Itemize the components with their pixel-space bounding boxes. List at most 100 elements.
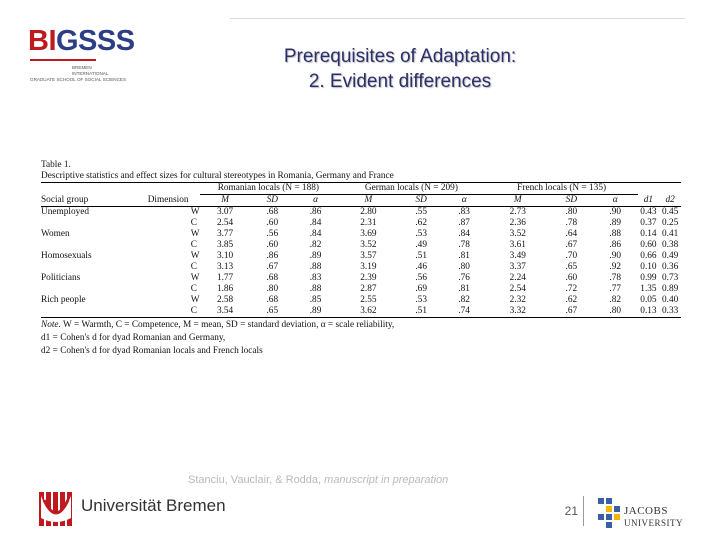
table-cell: 2.58 [216, 295, 234, 305]
table-cell: .60 [565, 273, 578, 283]
table-cell: .74 [442, 306, 486, 318]
citation-italic: manuscript in preparation [324, 474, 449, 486]
table-cell: .88 [609, 229, 622, 239]
uni-bremen-text: Universität Bremen [81, 496, 226, 515]
slide-title-line1: Prerequisites of Adaptation: [283, 46, 517, 67]
table-cell: 3.19 [360, 262, 377, 272]
table-cell: .81 [458, 284, 470, 294]
table-cell: .64 [565, 229, 578, 239]
table-cell: 0.73 [661, 273, 679, 283]
table-label: Table 1. [41, 160, 71, 170]
subheader-cell: SD [399, 194, 443, 207]
bigsss-sub-2: INTERNATIONAL [72, 71, 109, 76]
subheader-row: Social group Dimension M SD α M SD α M SD α d1 d2 [41, 194, 681, 207]
note-line1: W = Warmth, C = Competence, M = mean, SD… [60, 320, 395, 330]
table-cell: 2.32 [509, 295, 526, 305]
row-group [41, 284, 112, 295]
row-group: Homosexuals [41, 251, 92, 261]
table-cell: 0.37 [640, 218, 657, 228]
table-cell: .89 [293, 306, 338, 318]
table-cell: 2.87 [360, 284, 377, 294]
table-cell: .83 [458, 207, 470, 217]
bigsss-gsss: GSSS [56, 25, 135, 57]
table-cell: 0.25 [661, 218, 679, 228]
table-row: Women W 3.77 .56 .84 3.69 .53 .84 3.52 .64 .88 0.14… [41, 229, 681, 240]
subheader-cell: M [199, 194, 251, 207]
bigsss-logo: BIGSSS BREMEN INTERNATIONAL GRADUATE SCH… [28, 26, 138, 88]
group-french: French locals (N = 135) [485, 182, 638, 195]
table-cell: 0.10 [640, 262, 657, 272]
table-cell: .85 [309, 295, 322, 305]
table-cell: 3.37 [509, 262, 526, 272]
table-cell: 3.62 [337, 306, 400, 318]
table-cell: 3.52 [509, 229, 526, 239]
table-cell: .84 [309, 218, 322, 228]
row-group [41, 262, 112, 273]
group-german: German locals (N = 209) [337, 182, 486, 195]
table-cell: .92 [609, 262, 622, 272]
row-dimension: W [190, 251, 200, 261]
table-cell: .62 [415, 218, 427, 228]
table-cell: .70 [565, 251, 578, 261]
jacobs-line2: UNIVERSITY [624, 518, 683, 528]
subheader-cell: α [592, 194, 638, 207]
table-caption: Descriptive statistics and effect sizes … [41, 171, 394, 181]
group-header-row: Romanian locals (N = 188) German locals … [41, 182, 681, 195]
table-cell: 3.85 [216, 240, 234, 250]
bigsss-sub-3: GRADUATE SCHOOL OF SOCIAL SCIENCES [30, 77, 127, 82]
bigsss-wordmark: BIGSSS [28, 26, 138, 56]
row-group: Politicians [41, 273, 81, 283]
table-row: C 2.54 .60 .84 2.31 .62 .87 2.36 .78 .89 0.37 0.25 [41, 218, 681, 229]
table-cell: 3.32 [485, 306, 550, 318]
table-cell: .62 [565, 295, 578, 305]
row-dimension: C [190, 218, 197, 228]
subheader-cell: SD [549, 194, 593, 207]
table-cell: .90 [609, 251, 622, 261]
subheader-cell: d1 [637, 194, 660, 207]
citation: Stanciu, Vauclair, & Rodda, manuscript i… [188, 474, 478, 486]
table-cell: .80 [458, 262, 470, 272]
row-dimension: C [190, 284, 197, 294]
row-dimension: W [190, 295, 200, 305]
table-cell: 0.13 [637, 306, 660, 318]
table-cell: 0.41 [661, 229, 679, 239]
table-cell: .49 [415, 240, 427, 250]
stats-table: Romanian locals (N = 188) German locals … [41, 182, 681, 318]
table-cell: 2.55 [360, 295, 377, 305]
table-cell: .82 [309, 240, 322, 250]
table-cell: .68 [266, 273, 279, 283]
table-cell: .80 [565, 207, 578, 217]
table-cell: 2.54 [509, 284, 526, 294]
bigsss-bi: BI [28, 25, 57, 57]
table-cell: .68 [266, 295, 279, 305]
table-cell: .82 [458, 295, 470, 305]
stats-table-block: Table 1. Descriptive statistics and effe… [41, 160, 681, 357]
subheader-cell: α [442, 194, 486, 207]
subheader-cell: α [293, 194, 338, 207]
bigsss-red-bar [30, 59, 96, 61]
table-cell: .81 [458, 251, 470, 261]
page-number: 21 [564, 504, 578, 518]
group-romanian: Romanian locals (N = 188) [199, 182, 338, 195]
table-cell: .88 [309, 262, 322, 272]
table-row: C 1.86 .80 .88 2.87 .69 .81 2.54 .72 .77 1.35 0.89 [41, 284, 681, 295]
table-cell: .89 [609, 218, 622, 228]
table-cell: .51 [415, 251, 427, 261]
table-row: Rich people W 2.58 .68 .85 2.55 .53 .82 2.32 .62.… [41, 295, 681, 306]
table-cell: .67 [266, 262, 279, 272]
subheader-cell: d2 [659, 194, 681, 207]
bigsss-sub-1: BREMEN [72, 65, 92, 70]
uni-bremen-logo: Universität Bremen [38, 492, 238, 526]
table-cell: 3.07 [216, 207, 234, 217]
note-line2: d1 = Cohen's d for dyad Romanian and Ger… [41, 333, 226, 343]
row-dimension: C [190, 240, 197, 250]
jacobs-university-logo: JACOBS UNIVERSITY [596, 494, 696, 530]
table-cell: .65 [250, 306, 294, 318]
table-cell: .60 [266, 218, 279, 228]
table-cell: .87 [458, 218, 470, 228]
table-cell: .72 [565, 284, 578, 294]
table-cell: .80 [266, 284, 279, 294]
table-row: C 3.13 .67 .88 3.19 .46 .80 3.37 .65 .92 0.10 0.36 [41, 262, 681, 273]
table-cell: 0.40 [661, 295, 679, 305]
table-row: Politicians W 1.77 .68 .83 2.39 .56 .76 2.24 .60.… [41, 273, 681, 284]
